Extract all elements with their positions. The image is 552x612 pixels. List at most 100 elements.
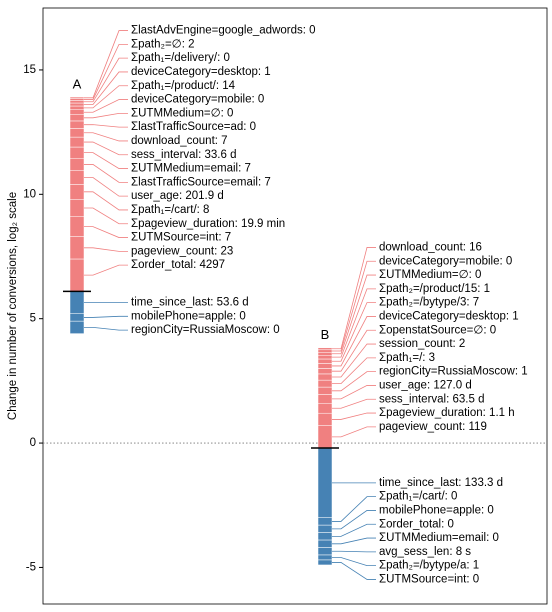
feature-label: time_since_last: 133.3 d xyxy=(379,477,503,489)
connector xyxy=(84,264,128,276)
connector xyxy=(84,124,128,128)
connector xyxy=(332,496,376,522)
feature-label: ΣUTMSource=int: 7 xyxy=(131,232,231,244)
connector xyxy=(332,426,376,438)
feature-label: Σpath₂=/product/15: 1 xyxy=(379,283,490,295)
decrease-segment xyxy=(317,554,333,561)
feature-label: ΣlastTrafficSource=email: 7 xyxy=(131,176,271,188)
feature-label: deviceCategory=desktop: 1 xyxy=(131,66,271,78)
connector xyxy=(332,562,376,580)
connector xyxy=(84,43,128,100)
feature-label: download_count: 7 xyxy=(131,135,228,147)
feature-label: mobilePhone=apple: 0 xyxy=(131,310,246,322)
feature-label: sess_interval: 63.5 d xyxy=(379,393,484,405)
connector xyxy=(84,30,128,99)
connector xyxy=(84,315,128,318)
decrease-segment xyxy=(317,517,333,526)
connector xyxy=(332,329,376,372)
connector xyxy=(332,288,376,358)
connector xyxy=(332,302,376,362)
feature-label: ΣUTMSource=int: 0 xyxy=(379,573,479,585)
feature-label: deviceCategory=mobile: 0 xyxy=(131,94,264,106)
connector xyxy=(332,316,376,367)
decrease-segment xyxy=(69,291,85,314)
increase-segment xyxy=(69,258,85,292)
feature-label: ΣopenstatSource=∅: 0 xyxy=(379,324,496,336)
increase-segment xyxy=(317,394,333,404)
increase-segment xyxy=(69,216,85,237)
feature-label: pageview_count: 23 xyxy=(131,245,233,257)
connector xyxy=(332,274,376,355)
connector xyxy=(332,385,376,400)
increase-segment xyxy=(69,184,85,200)
increase-segment xyxy=(317,425,333,449)
decrease-segment xyxy=(317,447,333,518)
connector xyxy=(84,71,128,105)
feature-label: pageview_count: 119 xyxy=(379,421,487,433)
increase-segment xyxy=(317,355,333,360)
y-axis-label: Change in number of conversions, log₂ sc… xyxy=(7,192,19,420)
connector xyxy=(332,412,376,420)
decrease-segment xyxy=(69,320,85,334)
connector xyxy=(332,247,376,350)
y-tick-label: 5 xyxy=(30,313,36,325)
increase-segment xyxy=(317,358,333,364)
connector xyxy=(84,247,128,252)
feature-label: Σpageview_duration: 1.1 h xyxy=(379,407,515,419)
increase-segment xyxy=(69,136,85,148)
connector xyxy=(332,357,376,385)
connector xyxy=(332,260,376,352)
increase-segment xyxy=(69,170,85,185)
feature-label: Σpath₂=/bytype/a: 1 xyxy=(379,560,479,572)
increase-segment xyxy=(69,199,85,217)
increase-segment xyxy=(69,120,85,129)
y-tick-label: -5 xyxy=(26,561,36,573)
bar-name: A xyxy=(73,76,82,91)
feature-label: regionCity=RussiaMoscow: 1 xyxy=(379,366,528,378)
decrease-segment xyxy=(317,532,333,541)
increase-segment xyxy=(317,349,333,353)
connector xyxy=(332,557,376,567)
feature-label: Σpath₁=/cart/: 0 xyxy=(379,491,457,503)
y-tick-label: 15 xyxy=(23,64,36,76)
feature-label: Σpath₂=/bytype/3: 7 xyxy=(379,297,479,309)
feature-label: Σpath₁=/product/: 14 xyxy=(131,80,236,92)
connector xyxy=(84,326,128,331)
decrease-segment xyxy=(69,313,85,322)
connector xyxy=(84,141,128,156)
feature-label: regionCity=RussiaMoscow: 0 xyxy=(131,324,280,336)
feature-label: ΣUTMMedium=email: 7 xyxy=(131,163,251,175)
feature-label: Σorder_total: 0 xyxy=(379,518,454,530)
increase-segment xyxy=(317,386,333,395)
feature-label: Σorder_total: 4297 xyxy=(131,259,225,271)
connector xyxy=(84,164,128,183)
increase-segment xyxy=(69,157,85,171)
increase-segment xyxy=(317,403,333,414)
feature-label: Σpath₁=/cart/: 8 xyxy=(131,204,209,216)
y-tick-label: 10 xyxy=(23,188,36,200)
increase-segment xyxy=(69,114,85,122)
increase-segment xyxy=(317,412,333,426)
plot-frame xyxy=(42,7,548,605)
connector xyxy=(332,510,376,530)
connector xyxy=(84,152,128,169)
connector xyxy=(332,523,376,537)
feature-label: ΣlastTrafficSource=ad: 0 xyxy=(131,121,256,133)
increase-segment xyxy=(69,102,85,107)
connector xyxy=(332,343,376,378)
increase-segment xyxy=(317,363,333,369)
y-tick-label: 0 xyxy=(30,437,36,449)
connector xyxy=(84,99,128,113)
increase-segment xyxy=(317,347,333,351)
connector xyxy=(84,112,128,119)
increase-segment xyxy=(317,373,333,381)
connector xyxy=(84,177,128,197)
connector xyxy=(332,371,376,392)
increase-segment xyxy=(317,368,333,375)
feature-label: ΣUTMMedium=∅: 0 xyxy=(379,269,481,281)
feature-label: deviceCategory=desktop: 1 xyxy=(379,310,519,322)
feature-label: user_age: 201.9 d xyxy=(131,190,224,202)
feature-label: Σpath₁=/: 3 xyxy=(379,352,435,364)
connector xyxy=(84,57,128,103)
